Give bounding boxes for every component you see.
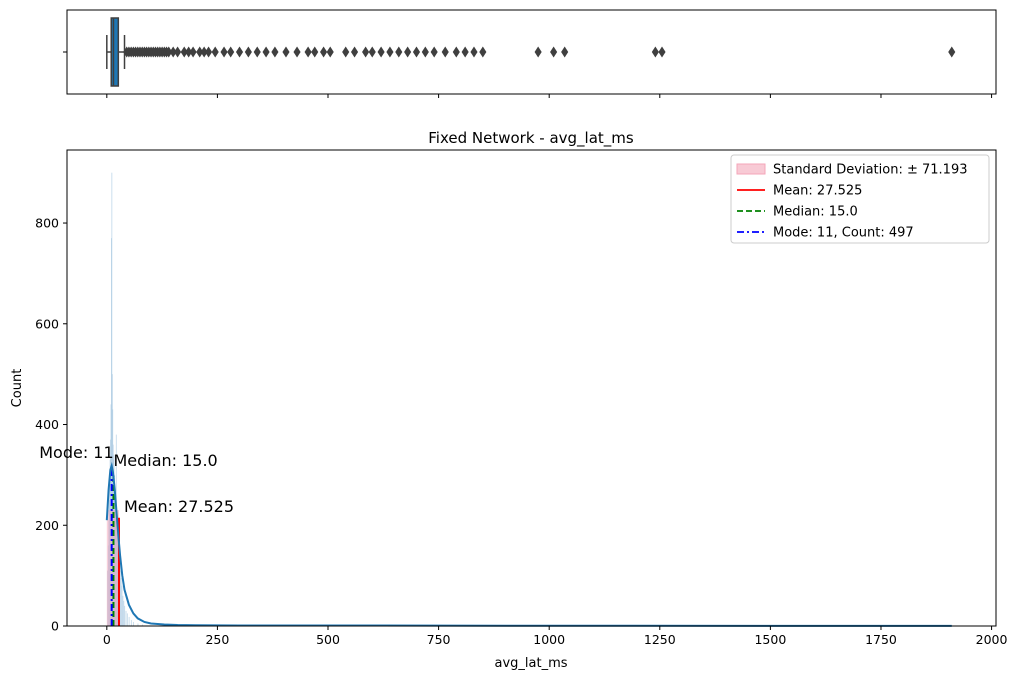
- outlier-27: [205, 46, 213, 58]
- outlier-63: [948, 46, 956, 58]
- outlier-51: [421, 46, 429, 58]
- outlier-56: [470, 46, 478, 58]
- boxplot-outliers: [123, 46, 956, 58]
- y-tick-label-1: 200: [35, 518, 59, 533]
- outlier-33: [253, 46, 261, 58]
- histogram-bar-35: [126, 613, 128, 626]
- outlier-48: [395, 46, 403, 58]
- x-tick-label-2: 500: [316, 632, 340, 647]
- outlier-38: [304, 46, 312, 58]
- outlier-52: [430, 46, 438, 58]
- outlier-62: [658, 46, 666, 58]
- outlier-32: [244, 46, 252, 58]
- legend-label-0: Standard Deviation: ± 71.193: [773, 163, 967, 178]
- histogram-axes: Fixed Network - avg_lat_ms Mean: 27.525M…: [10, 129, 1008, 671]
- legend: Standard Deviation: ± 71.193 Mean: 27.525…: [730, 154, 990, 244]
- boxplot-x-ticks: [106, 94, 993, 98]
- outlier-55: [461, 46, 469, 58]
- outlier-59: [550, 46, 558, 58]
- outlier-60: [561, 46, 569, 58]
- histogram-bar-31: [122, 595, 124, 626]
- histogram-bar-32: [123, 600, 125, 626]
- kde-curve: [105, 461, 952, 627]
- outlier-42: [342, 46, 350, 58]
- outlier-30: [227, 46, 235, 58]
- boxplot-axes: [63, 9, 997, 98]
- outlier-53: [441, 46, 449, 58]
- boxplot-box: [106, 17, 126, 87]
- x-tick-label-7: 1750: [865, 632, 897, 647]
- histogram-bar-33: [124, 605, 126, 626]
- outlier-39: [311, 46, 319, 58]
- legend-frame: [730, 154, 990, 244]
- histogram-bar-8: [111, 238, 112, 627]
- chart-title: Fixed Network - avg_lat_ms: [428, 129, 634, 148]
- histogram-bar-40: [141, 624, 143, 626]
- outlier-34: [262, 46, 270, 58]
- legend-label-3: Mode: 11, Count: 497: [773, 226, 914, 241]
- histogram-bar-37: [130, 619, 132, 626]
- y-tick-label-4: 800: [35, 216, 59, 231]
- y-tick-label-3: 600: [35, 316, 59, 331]
- outlier-45: [368, 46, 376, 58]
- annotation-2: Mode: 11: [39, 443, 113, 462]
- legend-swatch-0: [736, 163, 766, 175]
- outlier-49: [404, 46, 412, 58]
- outlier-47: [386, 46, 394, 58]
- histogram-bar-34: [125, 610, 127, 626]
- x-axis-ticks: 0 250 500 750 1000 1250 1500 1750 2000: [103, 626, 1008, 647]
- annotation-0: Mean: 27.525: [124, 497, 234, 516]
- y-axis-label: Count: [10, 369, 25, 408]
- histogram-bar-29: [120, 578, 122, 626]
- outlier-61: [651, 46, 659, 58]
- x-axis-label: avg_lat_ms: [494, 656, 567, 671]
- outlier-44: [362, 46, 370, 58]
- outlier-24: [189, 46, 197, 58]
- outlier-28: [211, 46, 219, 58]
- x-tick-label-5: 1250: [644, 632, 676, 647]
- x-tick-label-8: 2000: [976, 632, 1008, 647]
- y-tick-label-2: 400: [35, 417, 59, 432]
- x-tick-label-3: 750: [427, 632, 451, 647]
- y-axis-ticks: 0 200 400 600 800: [35, 216, 67, 634]
- outlier-46: [377, 46, 385, 58]
- histogram-bar-28: [119, 570, 121, 626]
- histogram-frame: [66, 149, 997, 627]
- outlier-58: [534, 46, 542, 58]
- y-tick-label-0: 0: [51, 619, 59, 634]
- x-tick-label-4: 1000: [533, 632, 565, 647]
- outlier-40: [320, 46, 328, 58]
- outlier-37: [293, 46, 301, 58]
- iqr-box: [110, 17, 120, 87]
- histogram-bar-30: [121, 585, 123, 626]
- outlier-36: [282, 46, 290, 58]
- outlier-21: [174, 46, 182, 58]
- outlier-57: [479, 46, 487, 58]
- histogram-bar-38: [133, 621, 134, 626]
- outlier-31: [235, 46, 244, 58]
- outlier-50: [412, 46, 421, 58]
- histogram-bar-39: [137, 623, 139, 626]
- annotation-1: Median: 15.0: [113, 451, 217, 470]
- outlier-35: [271, 46, 279, 58]
- outlier-43: [350, 46, 359, 58]
- legend-label-1: Mean: 27.525: [773, 184, 862, 199]
- histogram-bar-36: [128, 616, 130, 626]
- x-tick-label-0: 0: [103, 632, 111, 647]
- outlier-54: [452, 46, 460, 58]
- histogram-bar-9: [111, 172, 113, 626]
- outlier-41: [326, 46, 334, 58]
- outlier-29: [220, 46, 228, 58]
- x-tick-label-6: 1500: [754, 632, 786, 647]
- legend-label-2: Median: 15.0: [773, 205, 858, 220]
- x-tick-label-1: 250: [205, 632, 229, 647]
